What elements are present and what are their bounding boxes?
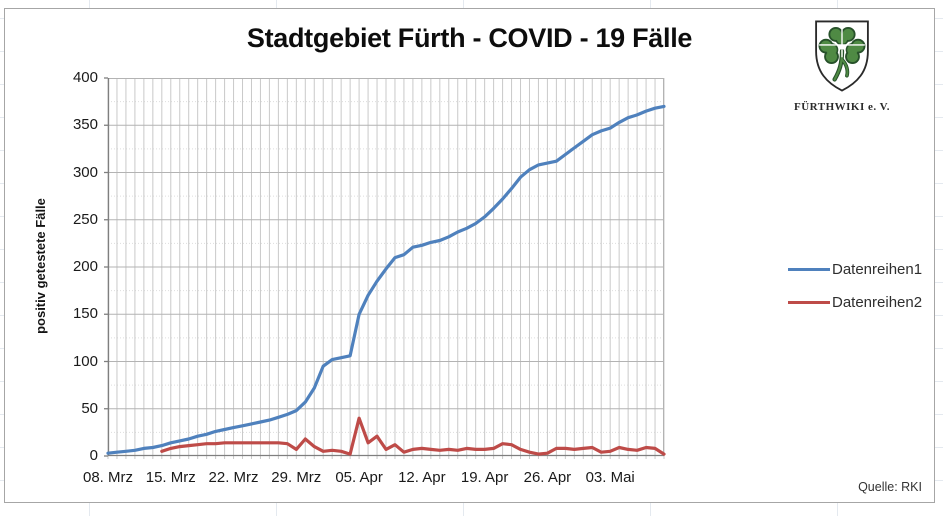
legend-item-datenreihen1[interactable]: Datenreihen1: [788, 256, 922, 282]
x-tick-label: 08. Mrz: [82, 469, 133, 486]
y-tick-label: 200: [72, 258, 98, 275]
legend: Datenreihen1 Datenreihen2: [788, 256, 922, 322]
series-line-datenreihen1: [106, 104, 666, 455]
y-tick-label: 250: [72, 210, 98, 228]
coat-of-arms-shield-icon: [815, 20, 869, 92]
y-tick-label: 0: [89, 447, 98, 464]
x-tick-label: 03. Mai: [585, 469, 635, 486]
y-tick-label: 400: [72, 69, 98, 86]
y-tick-label: 300: [72, 163, 98, 181]
chart-title[interactable]: Stadtgebiet Fürth - COVID - 19 Fälle: [246, 23, 693, 53]
legend-label: Datenreihen1: [832, 260, 923, 278]
legend-item-datenreihen2[interactable]: Datenreihen2: [788, 289, 922, 315]
x-tick-label: 22. Mrz: [208, 469, 259, 486]
x-tick-label: 05. Apr: [335, 469, 383, 486]
y-tick-label: 100: [72, 352, 98, 370]
y-tick-label: 50: [81, 399, 98, 417]
logo-text: FÜRTHWIKI e. V.: [794, 101, 890, 113]
legend-label: Datenreihen2: [832, 293, 923, 311]
y-tick-label: 150: [72, 305, 98, 323]
y-tick-label: 350: [72, 116, 98, 134]
y-axis-title: positiv getestete Fälle: [33, 198, 48, 334]
series-line-datenreihen2: [160, 416, 666, 456]
x-tick-label: 26. Apr: [523, 469, 572, 486]
x-tick-label: 29. Mrz: [271, 469, 322, 486]
chart-object[interactable]: Stadtgebiet Fürth - COVID - 19 Fälle pos…: [4, 8, 935, 503]
x-tick-label: 12. Apr: [398, 469, 446, 486]
series2-line-sample-icon: [788, 300, 830, 304]
plot-area[interactable]: [104, 77, 666, 459]
x-tick-label: 15. Mrz: [145, 469, 196, 486]
x-tick-label: 19. Apr: [460, 469, 509, 486]
fuerthwiki-logo: FÜRTHWIKI e. V.: [794, 19, 890, 113]
series1-line-sample-icon: [788, 267, 830, 271]
source-note: Quelle: RKI: [858, 480, 922, 494]
